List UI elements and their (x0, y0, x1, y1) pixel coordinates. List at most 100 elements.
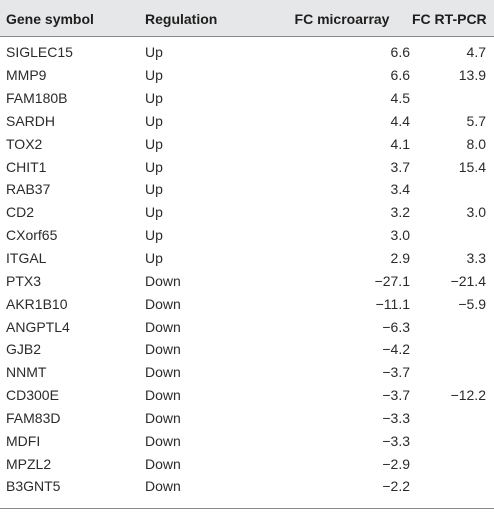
fc-microarray-value: −6.3 (382, 318, 410, 335)
fc-rtpcr-cell: −12.2 (450, 387, 486, 404)
fc-microarray-cell: 4.4 (246, 110, 412, 133)
table-row: TOX2 Up 4.1 8.0 (0, 132, 494, 155)
fc-microarray-cell: −3.7 (246, 384, 412, 407)
fc-microarray-cell: −6.3 (246, 315, 412, 338)
table-row: SARDH Up 4.4 5.7 (0, 110, 494, 133)
fc-rtpcr-cell (412, 452, 494, 475)
gene-symbol-cell: MMP9 (6, 67, 47, 84)
fc-rtpcr-cell (412, 361, 494, 384)
fc-microarray-value: 3.7 (390, 158, 410, 175)
regulation-cell: Up (145, 135, 163, 152)
gene-symbol-cell: CHIT1 (6, 158, 47, 175)
fc-rtpcr-cell (412, 87, 494, 110)
fc-microarray-value: 4.5 (390, 90, 410, 107)
regulation-cell: Up (145, 44, 163, 61)
fc-microarray-cell: −3.3 (246, 407, 412, 430)
regulation-cell: Up (145, 204, 163, 221)
fc-microarray-value: 6.6 (390, 44, 410, 61)
fc-microarray-cell: 3.4 (246, 178, 412, 201)
gene-symbol-cell: CD2 (6, 204, 35, 221)
table-row: SIGLEC15 Up 6.6 4.7 (0, 37, 494, 64)
fc-microarray-cell: −2.9 (246, 452, 412, 475)
fc-rtpcr-cell (412, 315, 494, 338)
header-gene-symbol: Gene symbol (6, 10, 94, 27)
fc-microarray-value: 3.4 (390, 181, 410, 198)
regulation-cell: Down (145, 409, 181, 426)
fc-microarray-cell: 4.5 (246, 87, 412, 110)
fc-rtpcr-cell (412, 407, 494, 430)
fc-microarray-value: 4.1 (390, 135, 410, 152)
table-row: ITGAL Up 2.9 3.3 (0, 247, 494, 270)
regulation-cell: Down (145, 432, 181, 449)
regulation-cell: Down (145, 318, 181, 335)
table-row: NNMT Down −3.7 (0, 361, 494, 384)
table-row: CD2 Up 3.2 3.0 (0, 201, 494, 224)
fc-microarray-value: −3.7 (382, 364, 410, 381)
regulation-cell: Down (145, 341, 181, 358)
gene-symbol-cell: MPZL2 (6, 455, 52, 472)
gene-symbol-cell: GJB2 (6, 341, 42, 358)
fc-rtpcr-cell: −21.4 (450, 272, 486, 289)
regulation-cell: Up (145, 67, 163, 84)
table-row: CD300E Down −3.7 −12.2 (0, 384, 494, 407)
gene-symbol-cell: ITGAL (6, 250, 47, 267)
fc-microarray-value: −3.7 (382, 387, 410, 404)
fc-microarray-cell: −3.3 (246, 429, 412, 452)
fc-microarray-cell: 6.6 (246, 37, 412, 64)
regulation-cell: Up (145, 158, 163, 175)
fc-microarray-cell: 3.2 (246, 201, 412, 224)
fc-rtpcr-cell: 3.3 (466, 250, 486, 267)
regulation-cell: Down (145, 272, 181, 289)
regulation-cell: Down (145, 295, 181, 312)
fc-microarray-value: 3.0 (390, 227, 410, 244)
gene-symbol-cell: SARDH (6, 112, 56, 129)
regulation-cell: Down (145, 364, 181, 381)
fc-rtpcr-cell: 8.0 (466, 135, 486, 152)
gene-symbol-cell: NNMT (6, 364, 47, 381)
regulation-cell: Up (145, 90, 163, 107)
table-row: MPZL2 Down −2.9 (0, 452, 494, 475)
fc-microarray-cell: 4.1 (246, 132, 412, 155)
fc-microarray-cell: 6.6 (246, 64, 412, 87)
fc-microarray-value: −2.9 (382, 455, 410, 472)
gene-symbol-cell: RAB37 (6, 181, 51, 198)
fc-microarray-value: 3.2 (390, 204, 410, 221)
header-row: Gene symbol Regulation FC microarray FC … (0, 0, 494, 37)
fc-rtpcr-cell: 5.7 (466, 112, 486, 129)
fc-rtpcr-cell: 15.4 (458, 158, 486, 175)
fc-microarray-cell: 3.0 (246, 224, 412, 247)
gene-expression-table: Gene symbol Regulation FC microarray FC … (0, 0, 494, 498)
gene-symbol-cell: ANGPTL4 (6, 318, 70, 335)
table-row: FAM83D Down −3.3 (0, 407, 494, 430)
fc-microarray-cell: −4.2 (246, 338, 412, 361)
gene-symbol-cell: FAM180B (6, 90, 68, 107)
regulation-cell: Up (145, 112, 163, 129)
table-row: PTX3 Down −27.1 −21.4 (0, 269, 494, 292)
fc-microarray-value: −4.2 (382, 341, 410, 358)
header-fc-microarray: FC microarray (294, 10, 390, 27)
gene-symbol-cell: SIGLEC15 (6, 44, 73, 61)
fc-microarray-cell: −27.1 (246, 269, 412, 292)
regulation-cell: Up (145, 181, 163, 198)
fc-rtpcr-cell (412, 224, 494, 247)
gene-symbol-cell: TOX2 (6, 135, 43, 152)
fc-microarray-value: −3.3 (382, 409, 410, 426)
header-regulation: Regulation (145, 10, 218, 27)
table-row: CXorf65 Up 3.0 (0, 224, 494, 247)
table-row: CHIT1 Up 3.7 15.4 (0, 155, 494, 178)
fc-microarray-cell: −3.7 (246, 361, 412, 384)
regulation-cell: Down (145, 387, 181, 404)
gene-symbol-cell: AKR1B10 (6, 295, 68, 312)
fc-microarray-value: −3.3 (382, 432, 410, 449)
table-row: GJB2 Down −4.2 (0, 338, 494, 361)
table-row: B3GNT5 Down −2.2 (0, 475, 494, 498)
fc-rtpcr-cell (412, 475, 494, 498)
table-row: MDFI Down −3.3 (0, 429, 494, 452)
regulation-cell: Down (145, 478, 181, 495)
gene-symbol-cell: CD300E (6, 387, 59, 404)
header-rule (0, 36, 494, 37)
fc-microarray-value: −27.1 (374, 272, 410, 289)
fc-microarray-cell: 2.9 (246, 247, 412, 270)
fc-microarray-cell: −11.1 (246, 292, 412, 315)
